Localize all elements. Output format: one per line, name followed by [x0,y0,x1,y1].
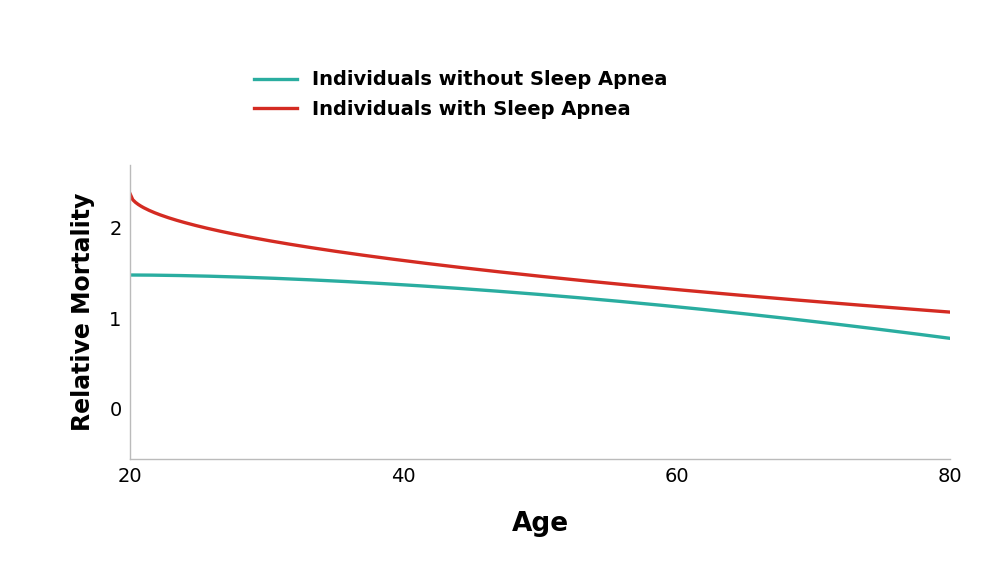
Individuals without Sleep Apnea [944,335,956,342]
Line: Individuals with Sleep Apnea: Individuals with Sleep Apnea [130,193,950,312]
Individuals with Sleep Apnea [626,282,638,289]
Individuals without Sleep Apnea [127,272,139,279]
Individuals with Sleep Apnea [612,280,624,288]
Individuals with Sleep Apnea [944,309,956,316]
Individuals without Sleep Apnea [612,298,624,305]
Individuals without Sleep Apnea [124,272,136,279]
Individuals without Sleep Apnea [815,319,827,326]
X-axis label: Age: Age [511,511,569,537]
Individuals with Sleep Apnea [815,299,827,306]
Legend: Individuals without Sleep Apnea, Individuals with Sleep Apnea: Individuals without Sleep Apnea, Individ… [246,63,676,127]
Individuals with Sleep Apnea [124,190,136,197]
Individuals with Sleep Apnea [127,196,139,203]
Individuals without Sleep Apnea [626,299,638,306]
Individuals without Sleep Apnea [609,298,621,305]
Y-axis label: Relative Mortality: Relative Mortality [71,192,95,431]
Individuals with Sleep Apnea [867,303,879,310]
Line: Individuals without Sleep Apnea: Individuals without Sleep Apnea [130,275,950,338]
Individuals without Sleep Apnea [867,325,879,332]
Individuals with Sleep Apnea [609,280,621,288]
